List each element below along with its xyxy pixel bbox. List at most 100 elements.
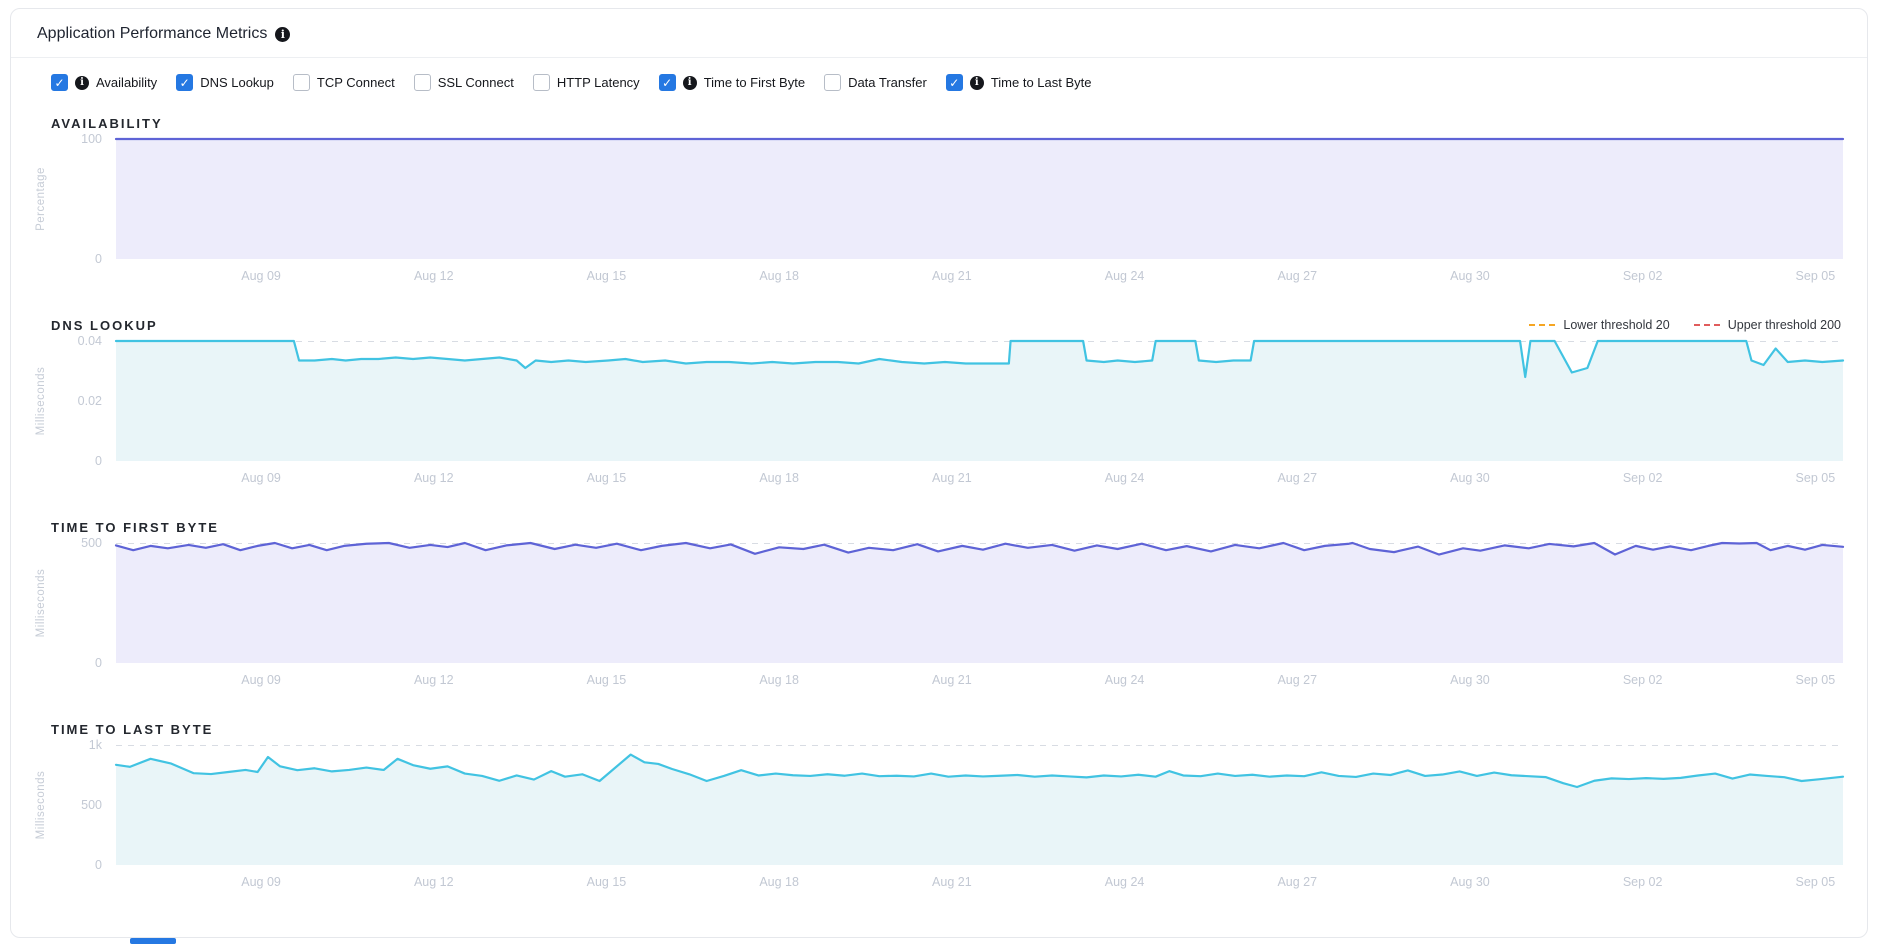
x-tick-label: Aug 09 — [241, 875, 281, 889]
chart-section-availability: AVAILABILITY Percentage 100 0 Aug 09 Aug 1… — [11, 113, 1867, 291]
metric-toggle-label: Data Transfer — [848, 75, 927, 90]
legend-label: Lower threshold 20 — [1563, 318, 1670, 332]
legend-item: Upper threshold 200 — [1693, 318, 1841, 332]
x-tick-label: Aug 18 — [759, 471, 799, 485]
legend-item: Lower threshold 20 — [1529, 318, 1670, 332]
gridline — [116, 341, 1843, 342]
x-tick-label: Aug 12 — [413, 269, 454, 283]
toggle-availability[interactable]: i Availability — [51, 74, 157, 91]
x-tick-label: Aug 12 — [413, 673, 454, 687]
page-title: Application Performance Metrics — [37, 25, 268, 42]
x-tick-label: Aug 15 — [586, 471, 627, 485]
chart-title: TIME TO LAST BYTE — [51, 721, 214, 737]
metric-toggle-label: SSL Connect — [437, 75, 514, 90]
toggle-time-to-first-byte[interactable]: i Time to First Byte — [658, 74, 806, 91]
x-tick-label: Aug 21 — [932, 673, 972, 687]
y-axis-label: Percentage — [35, 167, 47, 231]
checkbox[interactable] — [176, 74, 194, 91]
info-icon[interactable]: i — [682, 75, 697, 90]
y-tick-label: 1k — [88, 738, 102, 752]
x-tick-label: Aug 27 — [1277, 269, 1318, 283]
chart-section-time-to-last-byte: TIME TO LAST BYTE Milliseconds 1k 500 0 Au… — [11, 719, 1867, 897]
info-icon[interactable]: i — [275, 26, 291, 42]
x-axis: Aug 09 Aug 12 Aug 15 Aug 18 Aug 21 Aug 24 Aug … — [116, 865, 1843, 897]
checkbox[interactable] — [658, 74, 676, 91]
chart-section-dns-lookup: DNS LOOKUP Lower threshold 20 Upper thres… — [11, 315, 1867, 493]
chart-plot-area[interactable] — [116, 139, 1843, 259]
chart-plot-area[interactable] — [116, 543, 1843, 663]
chart-title: AVAILABILITY — [51, 115, 163, 131]
toggle-time-to-last-byte[interactable]: i Time to Last Byte — [945, 74, 1092, 91]
x-tick-label: Aug 09 — [241, 673, 281, 687]
checkbox[interactable] — [532, 74, 550, 91]
x-tick-label: Aug 09 — [241, 269, 281, 283]
y-tick-label: 100 — [81, 132, 102, 146]
y-axis: Milliseconds 0.04 0.02 0 — [11, 334, 116, 468]
toggle-http-latency[interactable]: HTTP Latency — [532, 74, 640, 91]
x-tick-label: Sep 02 — [1622, 673, 1663, 687]
card-header: Application Performance Metrics i — [11, 9, 1867, 58]
metric-toggle-label: Time to Last Byte — [990, 75, 1092, 90]
chart-row: Milliseconds 0.04 0.02 0 — [11, 334, 1843, 468]
y-tick-label: 0 — [95, 858, 102, 872]
gridline — [116, 543, 1843, 544]
metric-toggle-label: Availability — [96, 75, 158, 90]
y-tick-label: 0 — [95, 454, 102, 468]
x-tick-label: Aug 27 — [1277, 875, 1318, 889]
legend-label: Upper threshold 200 — [1727, 318, 1841, 332]
x-tick-label: Aug 30 — [1450, 269, 1490, 283]
chart-title: DNS LOOKUP — [51, 317, 158, 333]
x-tick-label: Aug 30 — [1450, 875, 1490, 889]
y-axis-label: Milliseconds — [35, 770, 47, 840]
checkbox[interactable] — [413, 74, 431, 91]
toggle-tcp-connect[interactable]: TCP Connect — [292, 74, 395, 91]
metric-toggle-label: TCP Connect — [316, 75, 395, 90]
x-tick-label: Aug 24 — [1104, 269, 1145, 283]
x-tick-label: Aug 27 — [1277, 471, 1318, 485]
application-performance-metrics-card: Application Performance Metrics i i Avai… — [10, 8, 1868, 938]
checkbox[interactable] — [945, 74, 963, 91]
x-tick-label: Aug 15 — [586, 269, 627, 283]
y-tick-label: 500 — [81, 536, 102, 550]
info-icon[interactable]: i — [75, 75, 89, 90]
toggle-dns-lookup[interactable]: DNS Lookup — [176, 74, 274, 91]
y-axis-label: Milliseconds — [35, 366, 47, 436]
chart-section-header: AVAILABILITY — [51, 113, 1841, 133]
x-axis: Aug 09 Aug 12 Aug 15 Aug 18 Aug 21 Aug 24 Aug … — [116, 461, 1843, 493]
toggle-ssl-connect[interactable]: SSL Connect — [413, 74, 514, 91]
gridline — [116, 745, 1843, 746]
metric-toggle-label: Time to First Byte — [703, 75, 806, 90]
chart-row: Percentage 100 0 — [11, 132, 1843, 266]
x-tick-label: Aug 21 — [932, 471, 972, 485]
x-axis: Aug 09 Aug 12 Aug 15 Aug 18 Aug 21 Aug 24 Aug … — [116, 663, 1843, 695]
chart-svg — [116, 139, 1843, 259]
x-tick-label: Aug 12 — [413, 471, 454, 485]
checkbox[interactable] — [292, 74, 310, 91]
x-tick-label: Aug 18 — [759, 875, 799, 889]
chart-svg — [116, 543, 1843, 663]
x-tick-label: Aug 21 — [932, 875, 972, 889]
y-axis-label: Milliseconds — [35, 568, 47, 638]
x-tick-label: Sep 02 — [1622, 269, 1663, 283]
x-tick-label: Aug 09 — [241, 471, 281, 485]
checkbox[interactable] — [824, 74, 842, 91]
legend-dashed-line-icon — [1693, 324, 1720, 326]
checkbox[interactable] — [51, 74, 68, 91]
charts-container: AVAILABILITY Percentage 100 0 Aug 09 Aug 1… — [11, 113, 1867, 897]
y-axis: Milliseconds 1k 500 0 — [11, 738, 116, 872]
chart-svg — [116, 341, 1843, 461]
chart-plot-area[interactable] — [116, 341, 1843, 461]
x-tick-label: Aug 15 — [586, 673, 627, 687]
info-icon[interactable]: i — [969, 75, 984, 90]
y-tick-label: 0 — [95, 252, 102, 266]
metric-toggle-row: i Availability DNS Lookup TCP Connect SS… — [11, 58, 1867, 93]
chart-plot-area[interactable] — [116, 745, 1843, 865]
y-axis: Percentage 100 0 — [11, 132, 116, 266]
toggle-data-transfer[interactable]: Data Transfer — [824, 74, 927, 91]
chart-section-header: TIME TO LAST BYTE — [51, 719, 1841, 739]
x-tick-label: Aug 27 — [1277, 673, 1318, 687]
x-tick-label: Sep 05 — [1795, 269, 1836, 283]
y-tick-label: 0 — [95, 656, 102, 670]
x-tick-label: Sep 05 — [1795, 875, 1836, 889]
x-tick-label: Aug 30 — [1450, 673, 1490, 687]
